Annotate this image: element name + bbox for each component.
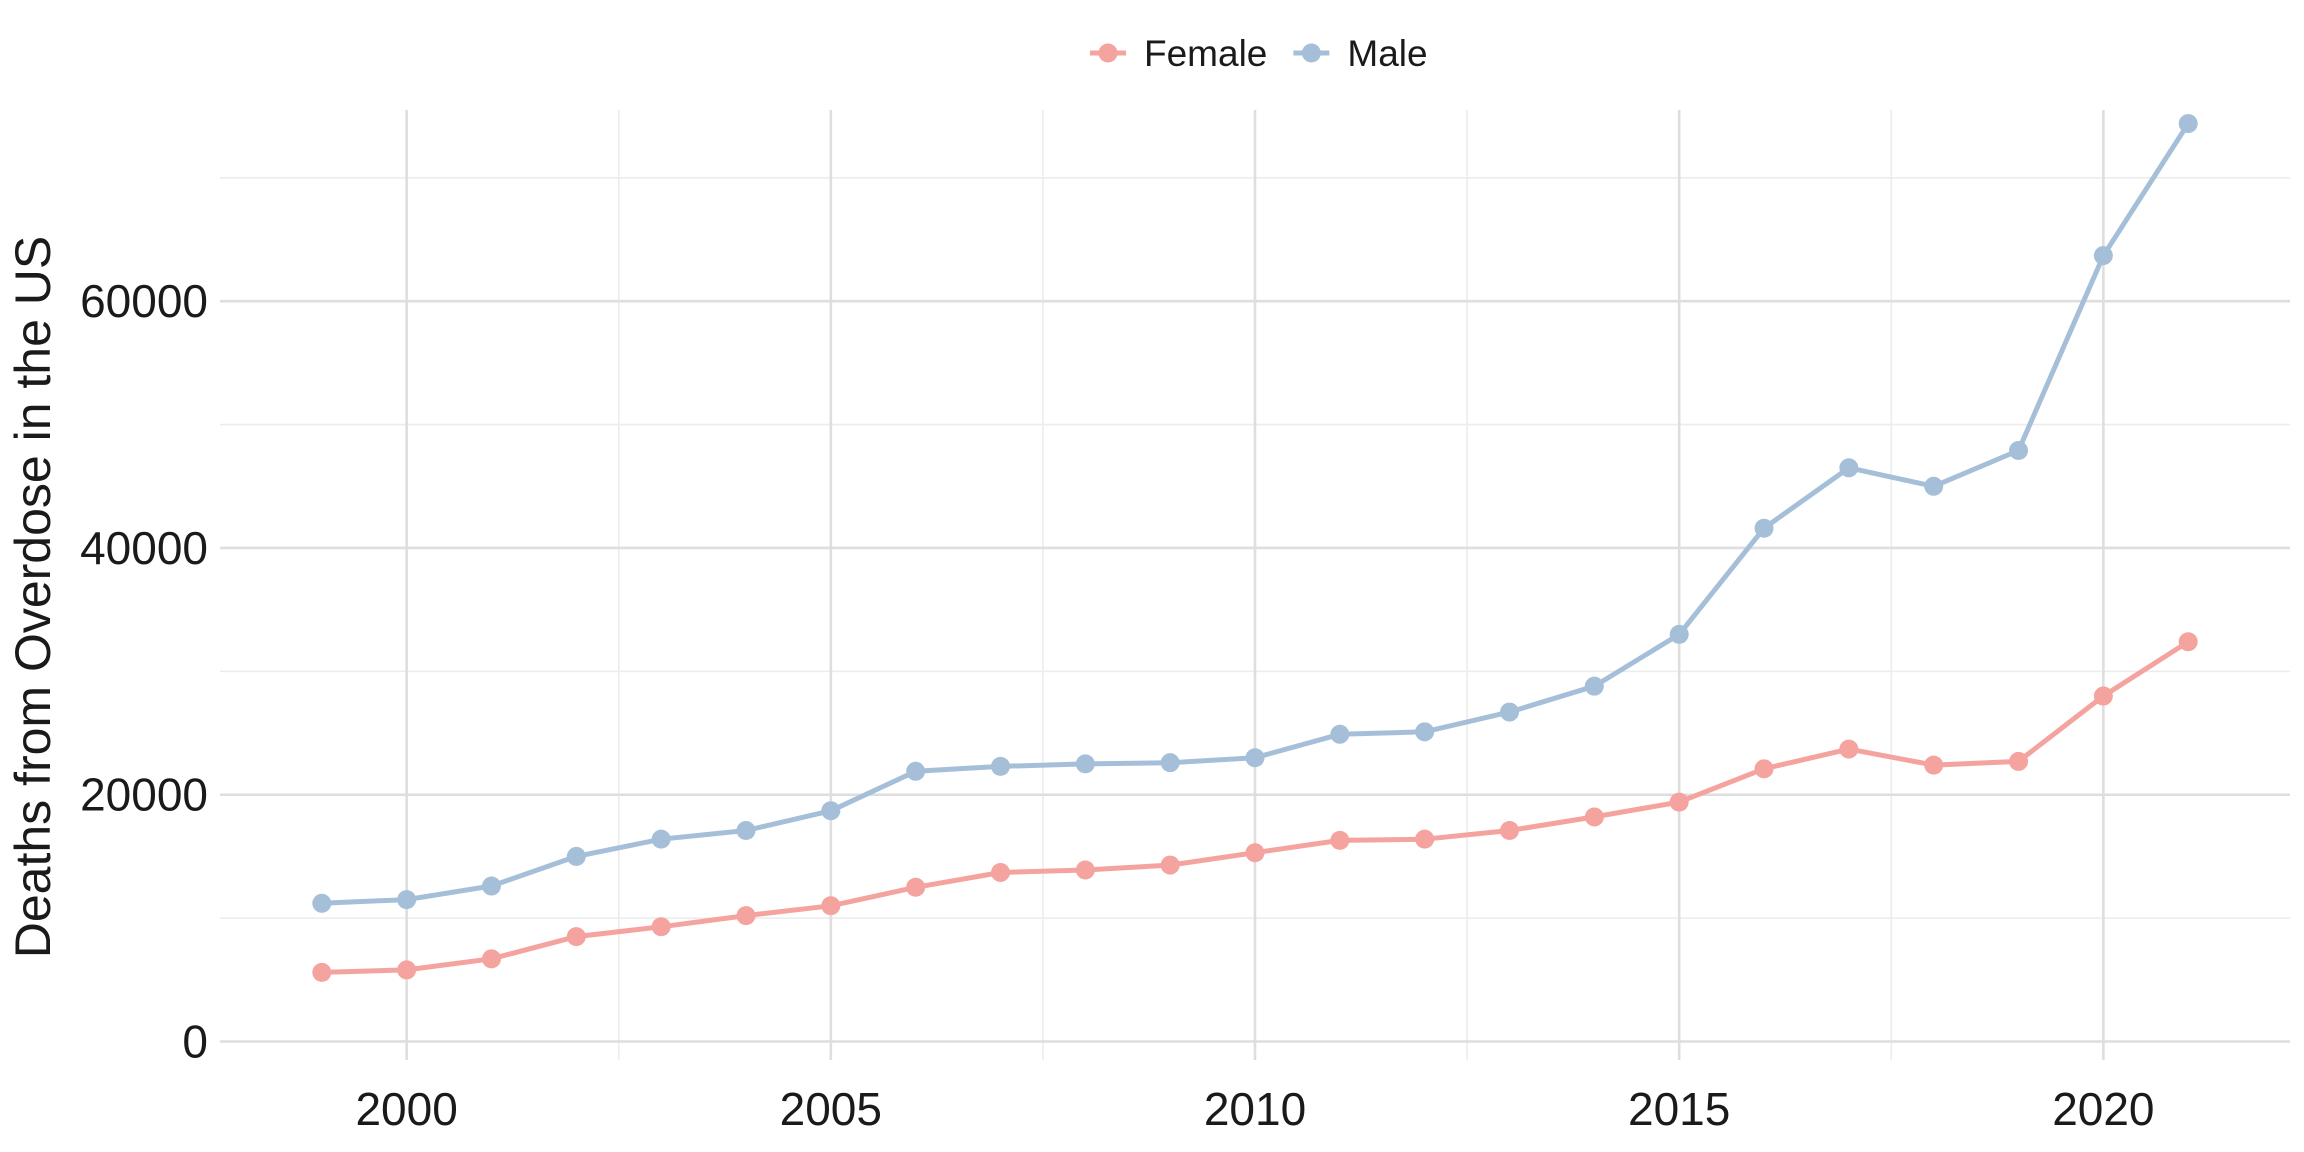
data-point-female xyxy=(2009,751,2029,771)
data-point-female xyxy=(566,927,586,947)
data-point-male xyxy=(990,756,1010,776)
data-point-male xyxy=(906,761,926,781)
data-point-male xyxy=(397,890,417,910)
series-female xyxy=(312,632,2198,982)
x-tick-label: 2000 xyxy=(355,1083,457,1135)
x-tick-label: 2020 xyxy=(2052,1083,2154,1135)
legend-label: Female xyxy=(1144,33,1267,74)
series-male xyxy=(312,114,2198,913)
data-point-male xyxy=(1160,753,1180,773)
data-point-male xyxy=(566,846,586,866)
legend-swatch-dot xyxy=(1098,43,1118,63)
x-tick-label: 2005 xyxy=(780,1083,882,1135)
data-point-male xyxy=(1839,458,1859,478)
data-point-female xyxy=(736,906,756,926)
data-point-female xyxy=(1415,829,1435,849)
data-point-female xyxy=(1669,792,1689,812)
series-layer xyxy=(312,114,2198,982)
legend-item-female: Female xyxy=(1090,33,1267,74)
legend-swatch-dot xyxy=(1301,43,1321,63)
data-point-male xyxy=(1754,518,1774,538)
data-point-male xyxy=(1669,624,1689,644)
data-point-male xyxy=(1245,748,1265,768)
data-point-male xyxy=(1924,476,1944,496)
data-point-male xyxy=(312,893,332,913)
data-point-female xyxy=(1754,759,1774,779)
data-point-female xyxy=(1245,843,1265,863)
y-axis-title: Deaths from Overdose in the US xyxy=(5,236,61,959)
legend-item-male: Male xyxy=(1293,33,1428,74)
x-tick-label: 2015 xyxy=(1628,1083,1730,1135)
data-point-female xyxy=(1330,830,1350,850)
data-point-male xyxy=(481,876,501,896)
data-point-female xyxy=(2178,632,2198,652)
data-point-male xyxy=(821,801,841,821)
data-point-female xyxy=(1160,855,1180,875)
y-tick-label: 60000 xyxy=(80,275,208,327)
x-tick-label: 2010 xyxy=(1204,1083,1306,1135)
data-point-male xyxy=(651,829,671,849)
data-point-male xyxy=(1500,702,1520,722)
y-axis-tick-labels: 0 20000 40000 60000 xyxy=(80,275,208,1067)
data-point-female xyxy=(1584,807,1604,827)
legend: Female Male xyxy=(1090,33,1428,74)
data-point-female xyxy=(990,862,1010,882)
data-point-female xyxy=(1839,739,1859,759)
data-point-female xyxy=(397,960,417,980)
data-point-male xyxy=(1330,724,1350,744)
data-point-female xyxy=(1075,860,1095,880)
data-point-male xyxy=(1415,722,1435,742)
data-point-female xyxy=(1500,821,1520,841)
data-point-male xyxy=(736,821,756,841)
data-point-female xyxy=(2093,686,2113,706)
data-point-male xyxy=(1584,676,1604,696)
legend-label: Male xyxy=(1347,33,1427,74)
data-point-male xyxy=(2093,246,2113,266)
y-tick-label: 0 xyxy=(182,1015,208,1067)
data-point-female xyxy=(312,962,332,982)
data-point-female xyxy=(651,917,671,937)
data-point-male xyxy=(2009,441,2029,461)
y-tick-label: 40000 xyxy=(80,522,208,574)
y-tick-label: 20000 xyxy=(80,769,208,821)
data-point-female xyxy=(481,949,501,969)
data-point-female xyxy=(906,877,926,897)
data-point-female xyxy=(1924,755,1944,775)
data-point-male xyxy=(2178,114,2198,134)
data-point-male xyxy=(1075,754,1095,774)
x-axis-tick-labels: 2000 2005 2010 2015 2020 xyxy=(355,1083,2154,1135)
data-point-female xyxy=(821,896,841,916)
